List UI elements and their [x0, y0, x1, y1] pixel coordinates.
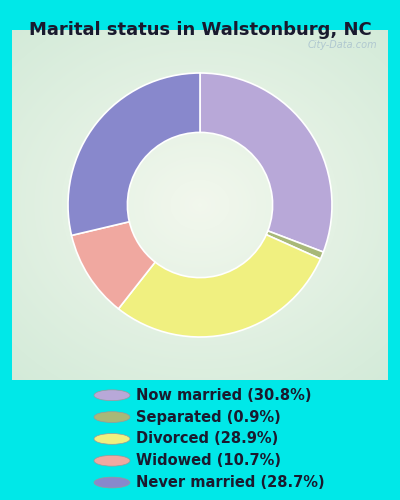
Circle shape [94, 477, 130, 488]
Text: City-Data.com: City-Data.com [307, 40, 377, 50]
Text: Divorced (28.9%): Divorced (28.9%) [136, 432, 278, 446]
Text: Widowed (10.7%): Widowed (10.7%) [136, 453, 281, 468]
Text: Separated (0.9%): Separated (0.9%) [136, 410, 281, 424]
Wedge shape [266, 231, 323, 259]
Wedge shape [68, 73, 200, 235]
Text: Now married (30.8%): Now married (30.8%) [136, 388, 312, 403]
Wedge shape [72, 222, 155, 309]
Wedge shape [200, 73, 332, 252]
Circle shape [94, 390, 130, 400]
Text: Never married (28.7%): Never married (28.7%) [136, 475, 325, 490]
Circle shape [94, 434, 130, 444]
Circle shape [94, 456, 130, 466]
Circle shape [94, 412, 130, 422]
Text: Marital status in Walstonburg, NC: Marital status in Walstonburg, NC [29, 21, 371, 39]
Wedge shape [118, 234, 320, 337]
